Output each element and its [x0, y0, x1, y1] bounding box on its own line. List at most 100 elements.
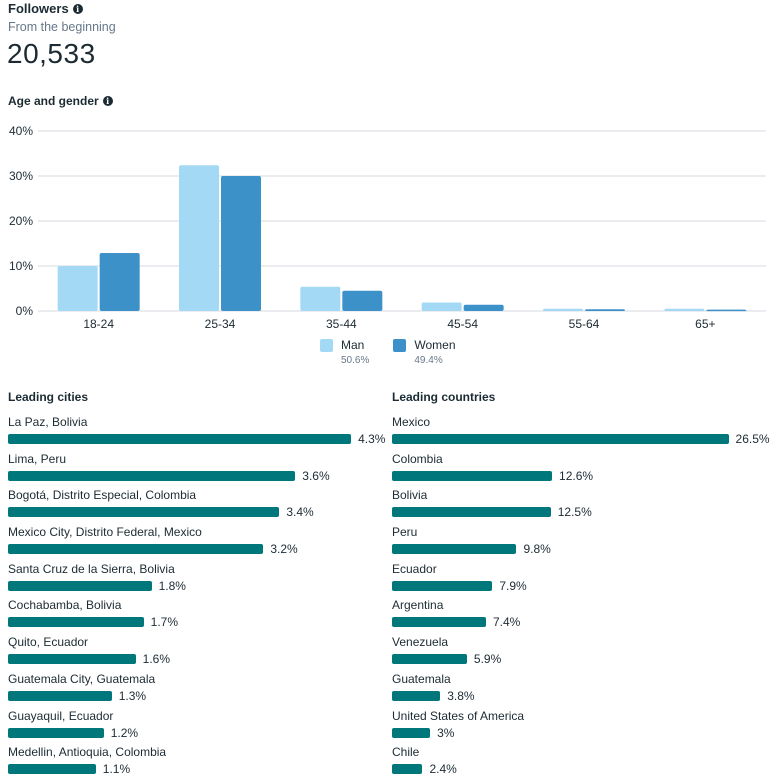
chart-legend: Man 50.6% Women 49.4%	[320, 338, 456, 366]
country-item: Argentina 7.4%	[392, 597, 772, 634]
city-item-bar[interactable]	[8, 544, 264, 555]
country-item-value: 12.6%	[559, 468, 594, 483]
city-item-value: 1.1%	[102, 762, 131, 777]
country-item: Venezuela 5.9%	[392, 634, 772, 671]
city-item-label: Mexico City, Distrito Federal, Mexico	[8, 525, 202, 540]
age-gender-title: Age and gender i	[8, 94, 113, 108]
x-tick-label: 35-44	[326, 317, 357, 331]
city-item: La Paz, Bolivia 4.3%	[8, 414, 388, 451]
city-item-bar[interactable]	[8, 507, 280, 518]
country-item-label: Mexico	[392, 415, 431, 429]
info-icon[interactable]: i	[72, 3, 83, 14]
legend-item-man[interactable]: Man 50.6%	[320, 338, 369, 366]
city-item-bar[interactable]	[8, 470, 296, 481]
bar-man-18-24[interactable]	[57, 266, 98, 311]
country-item-value: 7.9%	[499, 578, 527, 593]
country-item-bar[interactable]	[392, 764, 423, 775]
bar-women-55-64[interactable]	[585, 309, 625, 311]
country-item-bar[interactable]	[392, 654, 467, 665]
country-item-bar[interactable]	[392, 727, 431, 738]
bar-women-25-34[interactable]	[221, 176, 261, 311]
city-item-bar[interactable]	[8, 654, 136, 665]
country-item-bar[interactable]	[392, 544, 517, 555]
country-item-value: 2.4%	[429, 762, 457, 777]
bar-man-65+[interactable]	[664, 308, 705, 311]
info-icon[interactable]: i	[102, 96, 113, 106]
city-item-label: Quito, Ecuador	[8, 635, 89, 650]
country-item-value: 26.5%	[735, 432, 770, 446]
city-item: Medellin, Antioquia, Colombia 1.1%	[8, 744, 388, 781]
bar-man-35-44[interactable]	[300, 286, 341, 311]
country-item-label: Ecuador	[392, 561, 437, 576]
leading-countries-list: Mexico 26.5% Colombia 12.6% Bolivia 12.5% Peru…	[392, 414, 772, 781]
x-tick-label: 18-24	[83, 317, 114, 331]
city-item: Quito, Ecuador 1.6%	[8, 634, 388, 671]
country-item-label: Chile	[392, 745, 420, 760]
city-item-bar[interactable]	[8, 434, 352, 444]
country-item: Peru 9.8%	[392, 524, 772, 561]
country-item-bar[interactable]	[392, 470, 553, 481]
country-item: United States of America 3%	[392, 708, 772, 745]
city-item-value: 3.2%	[270, 542, 298, 557]
country-item-label: Colombia	[392, 451, 443, 466]
country-item-label: Venezuela	[392, 635, 449, 650]
followers-title: Followers i	[8, 1, 83, 16]
city-item: Santa Cruz de la Sierra, Bolivia 1.8%	[8, 561, 388, 598]
country-item-value: 5.9%	[473, 652, 502, 667]
city-item-bar[interactable]	[8, 727, 104, 738]
city-item-bar[interactable]	[8, 617, 144, 628]
y-tick-label: 10%	[9, 259, 33, 273]
followers-count: 20,533	[7, 38, 96, 69]
country-item-value: 12.5%	[557, 505, 592, 520]
city-item-label: Cochabamba, Bolivia	[8, 598, 122, 613]
city-item-label: Medellin, Antioquia, Colombia	[8, 745, 167, 760]
country-item-value: 9.8%	[523, 542, 551, 557]
city-item-bar[interactable]	[8, 690, 112, 701]
bar-women-35-44[interactable]	[342, 290, 383, 311]
city-item-label: Guatemala City, Guatemala	[8, 671, 156, 686]
y-tick-label: 40%	[9, 124, 33, 138]
bar-women-45-54[interactable]	[463, 304, 504, 311]
country-item-label: Bolivia	[392, 488, 428, 503]
country-item: Chile 2.4%	[392, 744, 772, 781]
city-item-label: Bogotá, Distrito Especial, Colombia	[8, 488, 197, 503]
y-tick-label: 30%	[9, 169, 33, 183]
country-item-label: United States of America	[392, 708, 525, 723]
country-item: Colombia 12.6%	[392, 451, 772, 488]
y-tick-label: 0%	[16, 304, 34, 318]
legend-item-women[interactable]: Women 49.4%	[393, 338, 456, 366]
city-item-value: 1.3%	[118, 688, 147, 703]
followers-subtitle: From the beginning	[8, 20, 116, 34]
x-tick-label: 45-54	[447, 317, 478, 331]
country-item-label: Peru	[392, 525, 418, 540]
city-item-bar[interactable]	[8, 764, 96, 775]
y-tick-label: 20%	[9, 214, 33, 228]
country-item-value: 3%	[437, 725, 455, 740]
country-item-bar[interactable]	[392, 617, 486, 628]
city-item-value: 4.3%	[358, 432, 386, 446]
followers-title-text: Followers	[8, 1, 69, 16]
city-item-value: 1.8%	[158, 578, 186, 593]
legend-swatch-women	[393, 339, 407, 352]
country-item-bar[interactable]	[392, 690, 441, 701]
country-item-label: Argentina	[392, 598, 444, 613]
city-item-value: 3.4%	[286, 505, 314, 520]
age-gender-chart: 0% 10% 20% 30% 40% 18-24 25-34 35-44 45-54 55-64 6…	[9, 124, 766, 331]
bar-man-55-64[interactable]	[543, 308, 583, 311]
country-item-bar[interactable]	[392, 580, 493, 591]
bar-women-18-24[interactable]	[99, 252, 140, 311]
country-item: Bolivia 12.5%	[392, 487, 772, 524]
city-item-bar[interactable]	[8, 580, 152, 591]
city-item: Bogotá, Distrito Especial, Colombia 3.4%	[8, 487, 388, 524]
country-item-value: 7.4%	[492, 615, 521, 630]
country-item: Mexico 26.5%	[392, 414, 772, 451]
legend-percent-man: 50.6%	[341, 355, 370, 366]
country-item-bar[interactable]	[392, 507, 551, 518]
city-item-label: Guayaquil, Ecuador	[8, 708, 114, 723]
bar-man-45-54[interactable]	[421, 302, 462, 311]
country-item-bar[interactable]	[392, 434, 729, 444]
x-tick-label: 25-34	[205, 317, 236, 331]
city-item-value: 1.6%	[142, 652, 171, 667]
bar-women-65+[interactable]	[706, 309, 747, 312]
bar-man-25-34[interactable]	[179, 165, 219, 311]
